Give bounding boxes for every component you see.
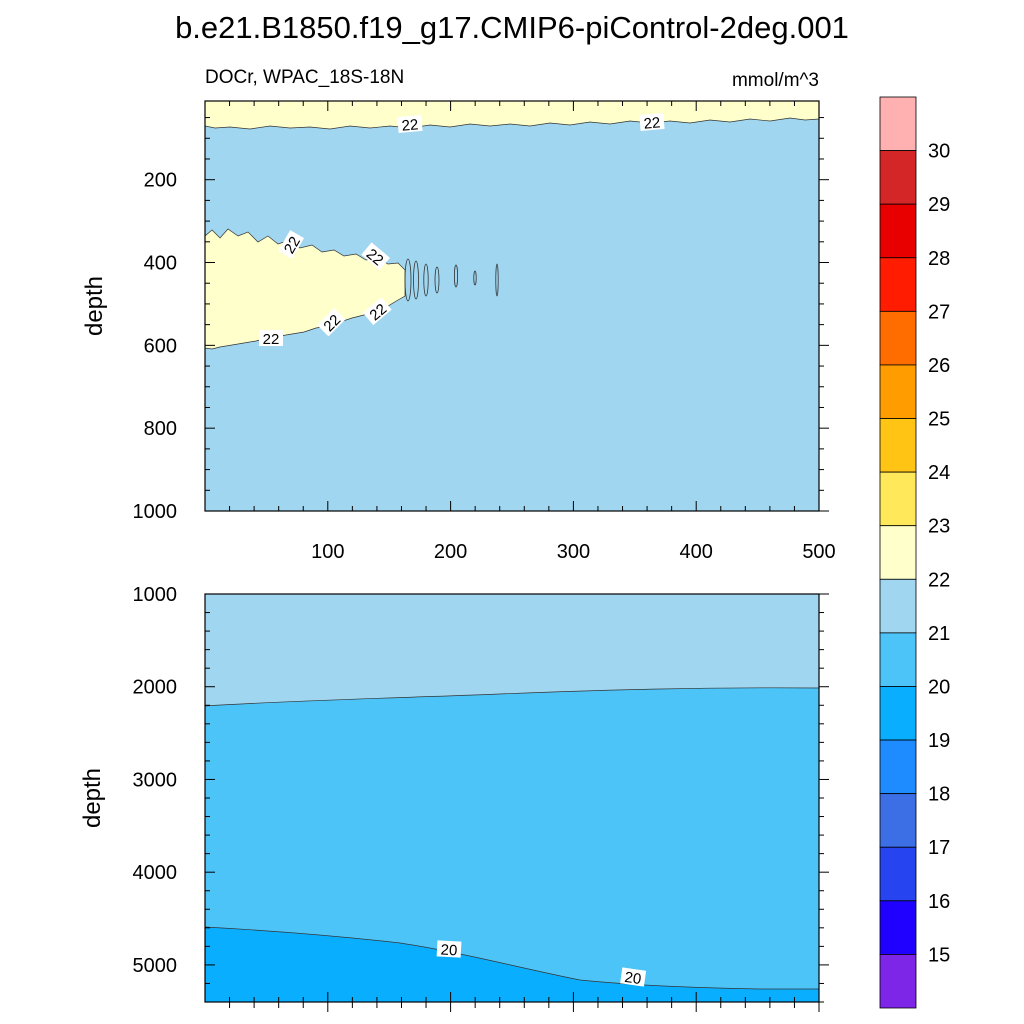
- colorbar-label: 24: [928, 462, 950, 484]
- colorbar-swatch: [879, 471, 917, 527]
- colorbar-label: 20: [928, 676, 950, 698]
- x-tick-label: 500: [802, 541, 835, 563]
- contour-label: 20: [620, 967, 647, 988]
- colorbar-swatch: [879, 739, 917, 795]
- colorbar-label: 19: [928, 730, 950, 752]
- colorbar-label: 26: [928, 355, 950, 377]
- y-tick-label: 1000: [133, 501, 178, 523]
- y-tick-label: 800: [144, 418, 177, 440]
- x-tick-label: 200: [434, 541, 467, 563]
- colorbar-label: 15: [928, 944, 950, 966]
- colorbar-swatch: [879, 846, 917, 902]
- colorbar-label: 27: [928, 301, 950, 323]
- panel-2: 1000 2000 3000 4000 5000 20 20 depth: [79, 584, 829, 1012]
- panel-1-units-label: mmol/m^3: [732, 70, 819, 91]
- colorbar-swatch: [879, 525, 917, 580]
- svg-text:20: 20: [623, 969, 642, 988]
- colorbar-label: 25: [928, 409, 950, 431]
- colorbar-swatch: [879, 150, 917, 205]
- contour-label: 22: [317, 308, 346, 337]
- panel-1: DOCr, WPAC_18S-18N mmol/m^3 100 200 300 400…: [81, 67, 836, 563]
- svg-text:22: 22: [643, 114, 661, 132]
- colorbar-swatch: [879, 793, 917, 848]
- y-tick-label: 400: [144, 253, 177, 275]
- colorbar-label: 28: [928, 248, 950, 270]
- contour-label: 22: [278, 230, 305, 259]
- colorbar-swatch: [879, 310, 917, 366]
- colorbar-label: 30: [928, 141, 950, 163]
- colorbar-swatch: [879, 686, 917, 741]
- panel-1-y-axis-label: depth: [81, 276, 108, 336]
- panel-1-x-ticks: 100 200 300 400 500: [229, 101, 836, 563]
- colorbar-label: 16: [928, 891, 950, 913]
- contour-label: 20: [436, 940, 462, 960]
- panel-1-y-ticks: 200 400 600 800 1000: [133, 117, 829, 523]
- colorbar-swatch: [879, 364, 917, 419]
- panel-1-frame: [204, 100, 820, 512]
- colorbar-swatch: [879, 954, 917, 1009]
- svg-text:22: 22: [263, 331, 280, 348]
- y-tick-label: 5000: [133, 955, 178, 977]
- panel-2-contour-labels: 20 20: [436, 940, 647, 988]
- panel-1-contour-labels: 22 22 22 22 22 22: [259, 112, 665, 348]
- colorbar-label: 21: [928, 623, 950, 645]
- colorbar: 30 29 28 27 26 25 24 23 22 21 20 19 18 17 16 15: [879, 96, 950, 1009]
- colorbar-swatch: [879, 900, 917, 955]
- colorbar-label: 29: [928, 194, 950, 216]
- y-tick-label: 200: [144, 170, 177, 192]
- panel-2-region-19-20: [205, 926, 819, 1002]
- colorbar-swatch: [879, 418, 917, 473]
- colorbar-swatch: [879, 632, 917, 687]
- contour-label: 22: [397, 114, 423, 135]
- y-tick-label: 600: [144, 335, 177, 357]
- y-tick-label: 2000: [133, 677, 178, 699]
- y-tick-label: 4000: [133, 862, 178, 884]
- panel-1-variable-label: DOCr, WPAC_18S-18N: [205, 67, 404, 88]
- colorbar-swatch: [879, 578, 917, 634]
- colorbar-swatch: [879, 257, 917, 312]
- contour-label: 22: [361, 242, 390, 271]
- panel-2-y-axis-label: depth: [79, 768, 106, 828]
- panel-2-region-20-21: [205, 687, 819, 1002]
- x-tick-label: 300: [557, 541, 590, 563]
- colorbar-label: 22: [928, 569, 950, 591]
- y-tick-label: 1000: [133, 584, 178, 606]
- contour-label: 22: [639, 112, 665, 133]
- x-tick-label: 100: [311, 541, 344, 563]
- svg-text:20: 20: [440, 942, 458, 960]
- colorbar-swatch: [879, 96, 917, 151]
- colorbar-label: 17: [928, 837, 950, 859]
- y-tick-label: 3000: [133, 769, 178, 791]
- panel-1-tongue-tip-rings: [404, 258, 499, 302]
- colorbar-swatch: [879, 203, 917, 259]
- svg-text:22: 22: [401, 116, 419, 134]
- panel-2-y-ticks: 1000 2000 3000 4000 5000: [133, 584, 829, 1003]
- x-tick-label: 400: [680, 541, 713, 563]
- chart-title: b.e21.B1850.f19_g17.CMIP6-piControl-2deg…: [175, 10, 849, 45]
- contour-label: 22: [363, 297, 392, 326]
- colorbar-label: 18: [928, 784, 950, 806]
- svg-text:22: 22: [281, 234, 304, 257]
- contour-label: 22: [259, 330, 283, 348]
- colorbar-label: 23: [928, 516, 950, 538]
- panel-2-x-ticks: [229, 992, 820, 1012]
- panel-1-surface-22-region: [205, 101, 819, 130]
